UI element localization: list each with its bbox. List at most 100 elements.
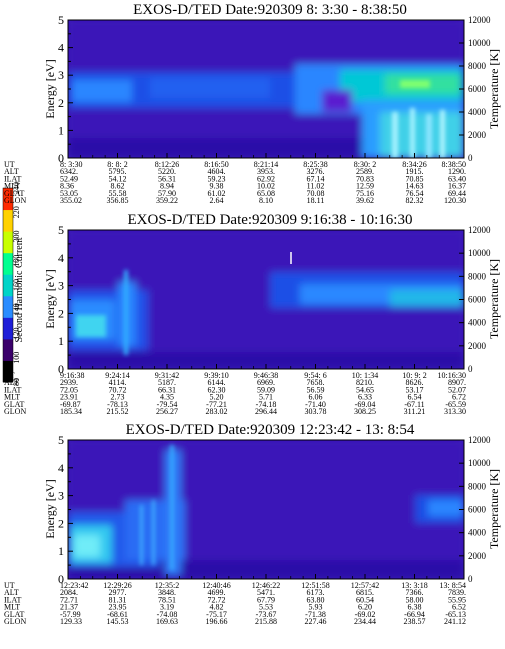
- orbit-cell: 4.82: [210, 603, 224, 612]
- orbit-cell: 12:40:46: [202, 581, 230, 590]
- energy-tick-label: 1: [58, 544, 64, 558]
- orbit-row-label: ALT: [4, 588, 19, 597]
- orbit-cell: 8:25:38: [303, 160, 327, 169]
- orbit-row-label: ILAT: [4, 595, 21, 604]
- orbit-cell: 65.08: [257, 189, 275, 198]
- orbit-cell: 39.62: [356, 196, 374, 205]
- orbit-cell: 12:57:42: [351, 581, 379, 590]
- temperature-tick-label: 8000: [468, 271, 487, 281]
- orbit-row-label: MLT: [4, 393, 20, 402]
- orbit-cell: 81.31: [109, 595, 127, 604]
- energy-tick-label: 2: [58, 96, 64, 110]
- orbit-cell: 11.02: [307, 182, 325, 191]
- orbit-cell: 215.88: [255, 617, 277, 626]
- orbit-cell: 4699.: [208, 588, 226, 597]
- colorbar-tick-label: 240: [12, 182, 21, 194]
- colorbar-swatch: [3, 338, 13, 361]
- orbit-cell: 13: 3:18: [401, 581, 427, 590]
- orbit-cell: 59.23: [208, 174, 226, 183]
- orbit-cell: 6.06: [309, 393, 323, 402]
- orbit-cell: 62.30: [208, 385, 226, 394]
- orbit-cell: 63.80: [307, 595, 325, 604]
- colorbar-swatch: [3, 209, 13, 232]
- orbit-cell: 82.32: [406, 196, 424, 205]
- orbit-cell: 1915.: [406, 167, 424, 176]
- temperature-tick-label: 12000: [468, 435, 491, 445]
- orbit-cell: 5.93: [309, 603, 323, 612]
- orbit-cell: 3953.: [257, 167, 275, 176]
- orbit-cell: 256.27: [156, 407, 178, 416]
- orbit-cell: -67.11: [404, 400, 424, 409]
- orbit-cell: 185.34: [60, 407, 82, 416]
- orbit-cell: 7658.: [307, 378, 325, 387]
- colorbar-swatch: [3, 274, 13, 297]
- temperature-tick-label: 8000: [468, 61, 487, 71]
- orbit-cell: 59.09: [257, 385, 275, 394]
- orbit-cell: -71.38: [305, 610, 326, 619]
- orbit-cell: 72.72: [208, 595, 226, 604]
- panel-2-axes: 0 1 2 3 4 5 0 2000 4000 6000 8000 10000 12000: [58, 223, 491, 376]
- orbit-cell: -65.13: [445, 610, 466, 619]
- orbit-cell: 13: 8:54: [440, 581, 466, 590]
- orbit-cell: 227.46: [305, 617, 327, 626]
- colorbar-swatches: [2, 187, 14, 383]
- orbit-row-label: UT: [4, 160, 15, 169]
- panel-3-ylabel: Energy [eV]: [43, 479, 57, 538]
- orbit-cell: 12:29:26: [103, 581, 131, 590]
- temperature-tick-label: 2000: [468, 341, 487, 351]
- orbit-cell: 308.25: [354, 407, 376, 416]
- temperature-tick-label: 0: [468, 364, 473, 374]
- orbit-cell: 10: 1:34: [352, 371, 378, 380]
- energy-tick-label: 4: [58, 251, 64, 265]
- orbit-cell: -69.04: [355, 400, 376, 409]
- colorbar-swatch: [3, 360, 13, 383]
- energy-tick-label: 5: [58, 13, 64, 27]
- orbit-cell: 70.85: [406, 174, 424, 183]
- orbit-cell: 54.12: [109, 174, 127, 183]
- orbit-cell: 234.44: [354, 617, 376, 626]
- colorbar-swatch: [3, 252, 13, 275]
- orbit-cell: 355.02: [60, 196, 82, 205]
- energy-tick-label: 4: [58, 41, 64, 55]
- orbit-cell: 2939.: [60, 378, 78, 387]
- orbit-cell: 66.31: [158, 385, 176, 394]
- panel-1-title: EXOS-D/TED Date:920309 8: 3:30 - 8:38:50: [133, 2, 407, 18]
- panel-3-axes: 0 1 2 3 4 5 0 2000 4000 6000 8000 10000 12000: [58, 433, 491, 586]
- orbit-cell: 63.40: [448, 174, 466, 183]
- energy-tick-label: 4: [58, 461, 64, 475]
- orbit-cell: 21.37: [60, 603, 78, 612]
- orbit-cell: 6144.: [208, 378, 226, 387]
- orbit-cell: -68.61: [107, 610, 128, 619]
- orbit-cell: 7366.: [406, 588, 424, 597]
- orbit-cell: 5.53: [259, 603, 273, 612]
- orbit-row-label: GLAT: [4, 400, 25, 409]
- orbit-cell: 2084.: [60, 588, 78, 597]
- orbit-cell: 52.49: [60, 174, 78, 183]
- colorbar-tick-label: 120: [12, 328, 21, 340]
- orbit-cell: -74.18: [256, 400, 277, 409]
- colorbar-label: Second Harmonic Current: [14, 237, 25, 342]
- orbit-cell: 12:23:42: [60, 581, 88, 590]
- orbit-cell: 8210.: [356, 378, 374, 387]
- orbit-cell: 9:46:38: [254, 371, 278, 380]
- orbit-cell: 2.64: [210, 196, 224, 205]
- orbit-cell: 18.11: [307, 196, 325, 205]
- temperature-tick-label: 6000: [468, 295, 487, 305]
- panel-3-y2label: Temperature [K]: [487, 469, 501, 549]
- orbit-row-label: GLON: [4, 196, 26, 205]
- temperature-tick-label: 8000: [468, 481, 487, 491]
- panel-1-axes: 0 1 2 3 4 5 0 2000 4000 6000 8000 10000 12000: [58, 13, 491, 165]
- panel-3-spectrogram: [68, 440, 464, 579]
- orbit-row-label: GLAT: [4, 189, 25, 198]
- panel-1-y2label: Temperature [K]: [487, 49, 501, 129]
- orbit-row-label: MLT: [4, 182, 20, 191]
- temperature-tick-label: 10000: [468, 458, 491, 468]
- orbit-cell: 8:16:50: [204, 160, 228, 169]
- temperature-tick-label: 12000: [468, 15, 491, 25]
- orbit-cell: 8626.: [406, 378, 424, 387]
- orbit-cell: 8:30: 2: [354, 160, 376, 169]
- colorbar-swatch: [3, 295, 13, 318]
- orbit-cell: 169.63: [156, 617, 178, 626]
- energy-tick-label: 0: [58, 572, 64, 586]
